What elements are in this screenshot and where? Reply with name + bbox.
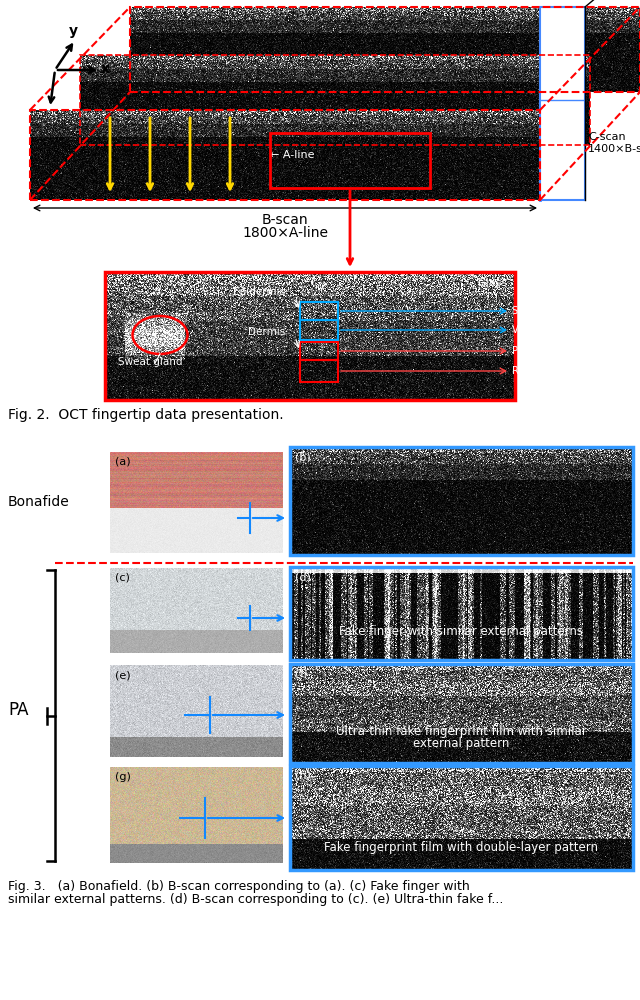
Text: x: x xyxy=(100,62,109,76)
Text: (b): (b) xyxy=(295,452,311,462)
Bar xyxy=(300,342,338,360)
Bar xyxy=(290,567,633,660)
Bar xyxy=(105,272,515,400)
Text: ← A-line: ← A-line xyxy=(270,150,314,160)
Bar xyxy=(290,447,633,555)
Text: (g): (g) xyxy=(115,772,131,782)
Text: (d): (d) xyxy=(295,572,311,582)
Text: Epidermis: Epidermis xyxy=(233,287,285,297)
Text: Viable epidermis: Viable epidermis xyxy=(512,325,594,335)
Bar xyxy=(130,7,640,92)
Text: Dermis: Dermis xyxy=(248,327,285,337)
Bar xyxy=(290,664,633,763)
Bar xyxy=(30,110,540,200)
Text: Ultra-thin fake fingerprint film with similar: Ultra-thin fake fingerprint film with si… xyxy=(335,724,586,738)
Bar xyxy=(130,7,640,92)
Text: Papillary dermis: Papillary dermis xyxy=(512,346,590,356)
Bar xyxy=(290,447,633,555)
Bar xyxy=(300,320,338,340)
Text: Fake fingerprint film with double-layer pattern: Fake fingerprint film with double-layer … xyxy=(324,842,598,854)
Text: Fig. 2.  OCT fingertip data presentation.: Fig. 2. OCT fingertip data presentation. xyxy=(8,408,284,422)
Text: (a): (a) xyxy=(115,457,131,467)
Text: Glass: Glass xyxy=(477,278,507,288)
Bar xyxy=(540,7,585,200)
Text: 1400×B-scan: 1400×B-scan xyxy=(588,144,640,154)
Text: 1800×A-line: 1800×A-line xyxy=(242,226,328,240)
Text: (e): (e) xyxy=(115,670,131,680)
Text: (c): (c) xyxy=(115,573,130,583)
Text: Fig. 3.   (a) Bonafield. (b) B-scan corresponding to (a). (c) Fake finger with: Fig. 3. (a) Bonafield. (b) B-scan corres… xyxy=(8,880,470,893)
Bar xyxy=(290,664,633,763)
Text: Fake finger with similar external patterns: Fake finger with similar external patter… xyxy=(339,626,583,639)
Text: C-scan: C-scan xyxy=(588,132,626,142)
Text: Stratum corneum: Stratum corneum xyxy=(512,306,598,316)
Text: y: y xyxy=(68,24,77,38)
Text: (h): (h) xyxy=(295,771,311,781)
Text: similar external patterns. (d) B-scan corresponding to (c). (e) Ultra-thin fake : similar external patterns. (d) B-scan co… xyxy=(8,893,504,906)
Text: B-scan: B-scan xyxy=(262,213,308,227)
Text: (f): (f) xyxy=(295,669,308,679)
Bar xyxy=(290,567,633,660)
Text: Bonafide: Bonafide xyxy=(8,495,70,510)
Text: external pattern: external pattern xyxy=(413,736,509,750)
Bar xyxy=(290,766,633,870)
Text: PA: PA xyxy=(8,701,29,719)
Bar xyxy=(290,766,633,870)
Bar xyxy=(300,360,338,382)
Text: Sweat gland: Sweat gland xyxy=(118,357,182,367)
Bar xyxy=(80,55,590,145)
Text: Reticular dermis: Reticular dermis xyxy=(512,366,592,376)
Bar xyxy=(300,302,338,320)
Bar xyxy=(30,110,540,200)
Bar xyxy=(105,272,515,400)
Bar xyxy=(270,133,430,188)
Bar xyxy=(80,55,590,145)
